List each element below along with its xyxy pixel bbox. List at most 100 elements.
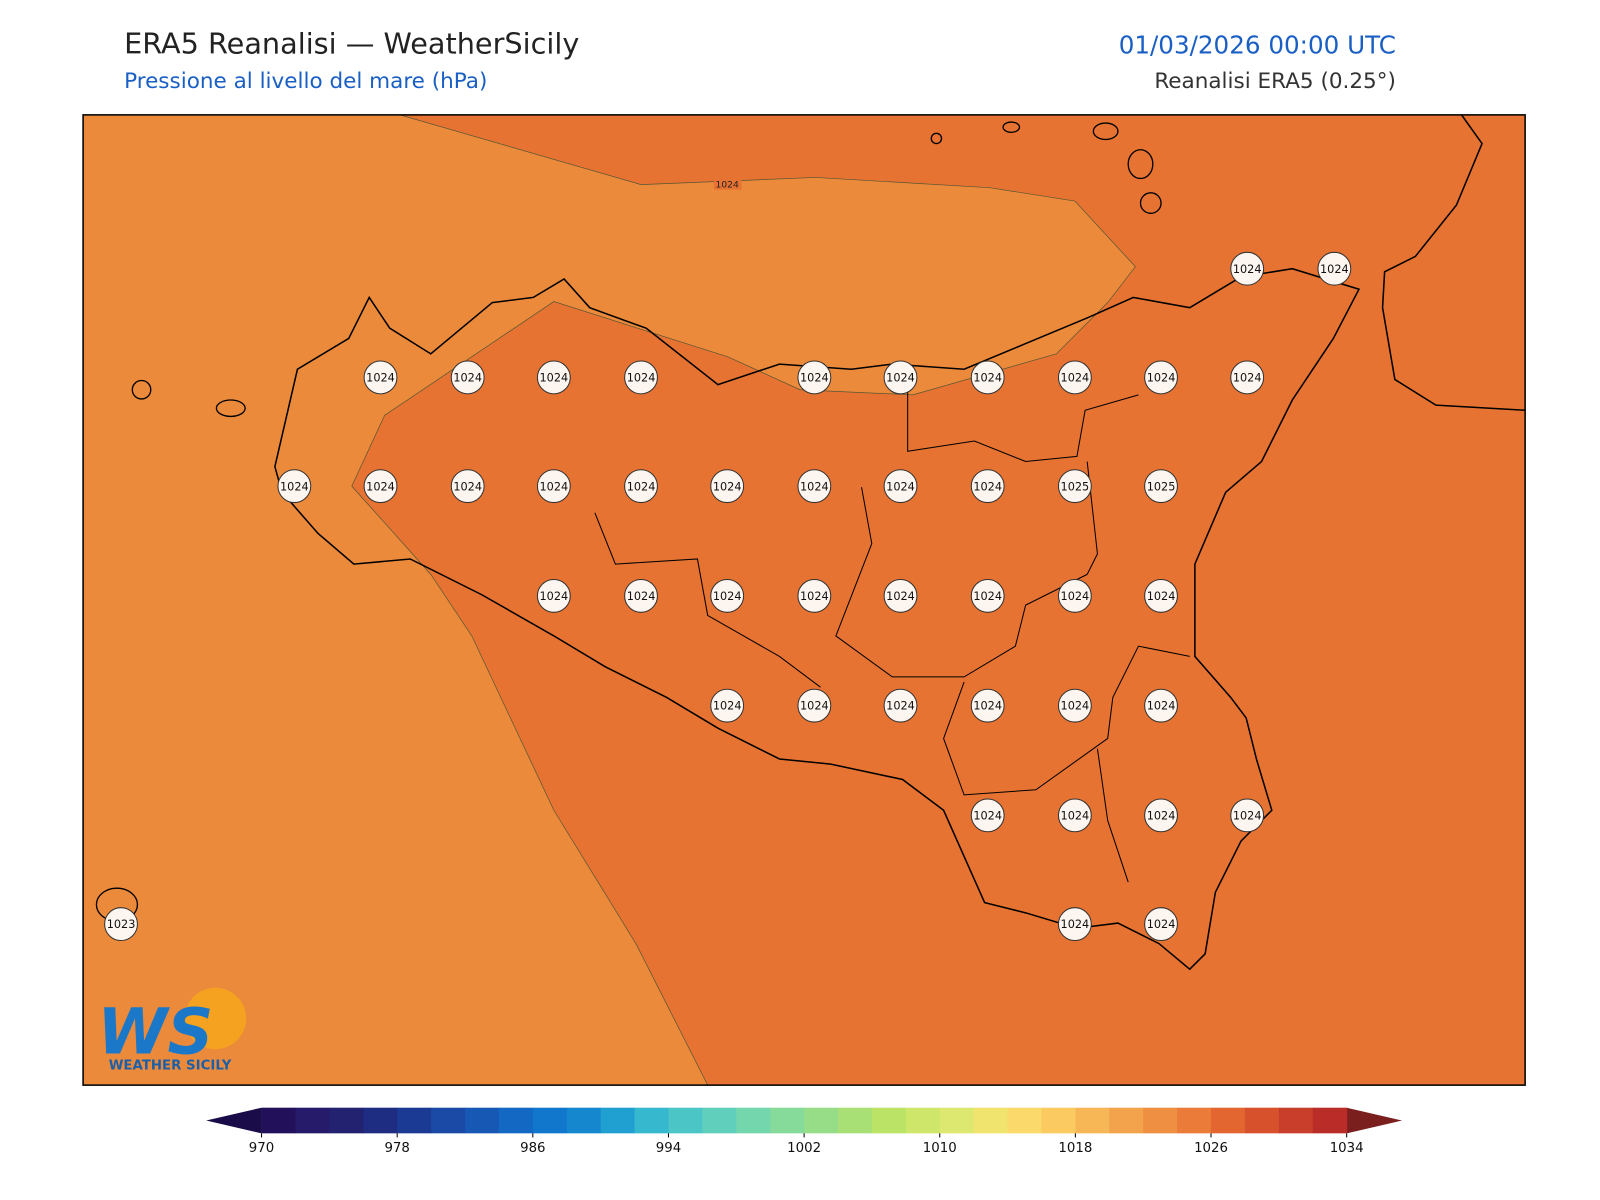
station-value: 1024 bbox=[886, 372, 915, 385]
station-value: 1024 bbox=[1320, 263, 1349, 276]
contour-label-bg bbox=[713, 178, 742, 190]
station-value: 1024 bbox=[1061, 372, 1090, 385]
station-marker bbox=[970, 798, 1005, 833]
station-marker bbox=[536, 360, 571, 395]
station-value: 1024 bbox=[800, 590, 829, 603]
colorbar-segment bbox=[736, 1107, 771, 1134]
station-marker bbox=[883, 578, 918, 613]
station-value: 1024 bbox=[627, 480, 656, 493]
station-marker bbox=[1057, 688, 1092, 723]
map: 1024 1024 1024 1024 1024 1024 1024 1024 1024 1024… bbox=[82, 114, 1526, 1086]
station-value: 1024 bbox=[1147, 700, 1176, 713]
colorbar-segment bbox=[1075, 1107, 1110, 1134]
station-marker bbox=[1230, 798, 1265, 833]
colorbar-segment bbox=[634, 1107, 669, 1134]
colorbar-segment bbox=[532, 1107, 568, 1134]
colorbar: 970 978 986 994 1002 1010 1018 1026 1034 bbox=[206, 1107, 1403, 1156]
station-marker bbox=[970, 578, 1005, 613]
colorbar-tick-label: 994 bbox=[656, 1141, 681, 1156]
station-marker bbox=[624, 360, 658, 395]
station-marker bbox=[797, 688, 832, 723]
logo-sun bbox=[184, 987, 247, 1050]
station-value: 1024 bbox=[800, 480, 829, 493]
colorbar-segment bbox=[1177, 1107, 1212, 1134]
station-value: 1024 bbox=[1147, 809, 1176, 822]
colorbar-tick-label: 1026 bbox=[1194, 1141, 1228, 1156]
station-marker bbox=[970, 469, 1005, 504]
station-marker bbox=[1057, 798, 1092, 833]
station-marker bbox=[1057, 578, 1092, 613]
colorbar-segment bbox=[1211, 1107, 1246, 1134]
station-value: 1024 bbox=[1061, 918, 1090, 931]
island bbox=[215, 399, 246, 418]
datetime: 01/03/2026 00:00 UTC bbox=[1119, 30, 1396, 59]
station-value: 1023 bbox=[107, 918, 136, 931]
station-marker bbox=[536, 578, 571, 613]
station-marker bbox=[1144, 469, 1178, 504]
colorbar-segment bbox=[431, 1107, 466, 1134]
logo-caption: WEATHER SICILY bbox=[109, 1059, 232, 1074]
colorbar-tick-label: 1018 bbox=[1058, 1141, 1092, 1156]
station-value: 1024 bbox=[540, 590, 569, 603]
station-value: 1024 bbox=[453, 372, 482, 385]
colorbar-tick-label: 978 bbox=[384, 1141, 409, 1156]
station-marker bbox=[363, 469, 398, 504]
island bbox=[131, 379, 152, 400]
colorbar-segment bbox=[838, 1107, 873, 1134]
colorbar-segment bbox=[1041, 1107, 1076, 1134]
station-value: 1024 bbox=[886, 700, 915, 713]
colorbar-segment bbox=[702, 1107, 737, 1134]
station-marker bbox=[1317, 251, 1352, 286]
station-marker bbox=[1230, 360, 1265, 395]
station-marker bbox=[1144, 798, 1178, 833]
colorbar-segment bbox=[363, 1107, 398, 1134]
station-value: 1025 bbox=[1061, 480, 1090, 493]
station-marker bbox=[1057, 360, 1092, 395]
station-marker bbox=[277, 469, 312, 504]
pressure-fill bbox=[83, 114, 1136, 1086]
station-value: 1024 bbox=[1233, 263, 1262, 276]
station-marker bbox=[450, 360, 485, 395]
colorbar-segment bbox=[295, 1107, 330, 1134]
island bbox=[1127, 149, 1154, 180]
island bbox=[1139, 192, 1162, 214]
colorbar-tick-label: 1034 bbox=[1330, 1141, 1364, 1156]
province-border bbox=[907, 389, 1139, 463]
station-marker bbox=[970, 360, 1005, 395]
station-value: 1024 bbox=[800, 372, 829, 385]
colorbar-segment bbox=[600, 1107, 636, 1134]
station-marker bbox=[624, 578, 658, 613]
coastline bbox=[274, 267, 1361, 971]
colorbar-segment bbox=[871, 1107, 907, 1134]
station-marker bbox=[710, 469, 745, 504]
station-value: 1024 bbox=[1061, 809, 1090, 822]
station-value: 1024 bbox=[1061, 700, 1090, 713]
station-value: 1024 bbox=[1061, 590, 1090, 603]
station-value: 1024 bbox=[973, 809, 1002, 822]
station-marker bbox=[797, 578, 832, 613]
station-value: 1024 bbox=[973, 700, 1002, 713]
station-value: 1024 bbox=[453, 480, 482, 493]
station-value: 1024 bbox=[800, 700, 829, 713]
colorbar-segment bbox=[329, 1107, 364, 1134]
station-value: 1024 bbox=[713, 700, 742, 713]
station-value: 1024 bbox=[1147, 590, 1176, 603]
station-value: 1024 bbox=[713, 480, 742, 493]
province-border bbox=[1096, 748, 1129, 883]
station-marker bbox=[1144, 688, 1178, 723]
colorbar-segment bbox=[1007, 1107, 1042, 1134]
colorbar-segment bbox=[1109, 1107, 1144, 1134]
colorbar-tick-label: 1002 bbox=[787, 1141, 821, 1156]
station-value: 1025 bbox=[1147, 480, 1176, 493]
colorbar-segment bbox=[261, 1107, 296, 1134]
colorbar-segment bbox=[939, 1107, 975, 1134]
station-marker bbox=[1057, 907, 1092, 942]
map-frame bbox=[82, 114, 1526, 1086]
station-value: 1024 bbox=[886, 590, 915, 603]
colorbar-segment bbox=[1312, 1107, 1348, 1134]
station-marker bbox=[450, 469, 485, 504]
province-border bbox=[943, 645, 1190, 796]
station-value: 1024 bbox=[540, 372, 569, 385]
colorbar-segment bbox=[770, 1107, 805, 1134]
